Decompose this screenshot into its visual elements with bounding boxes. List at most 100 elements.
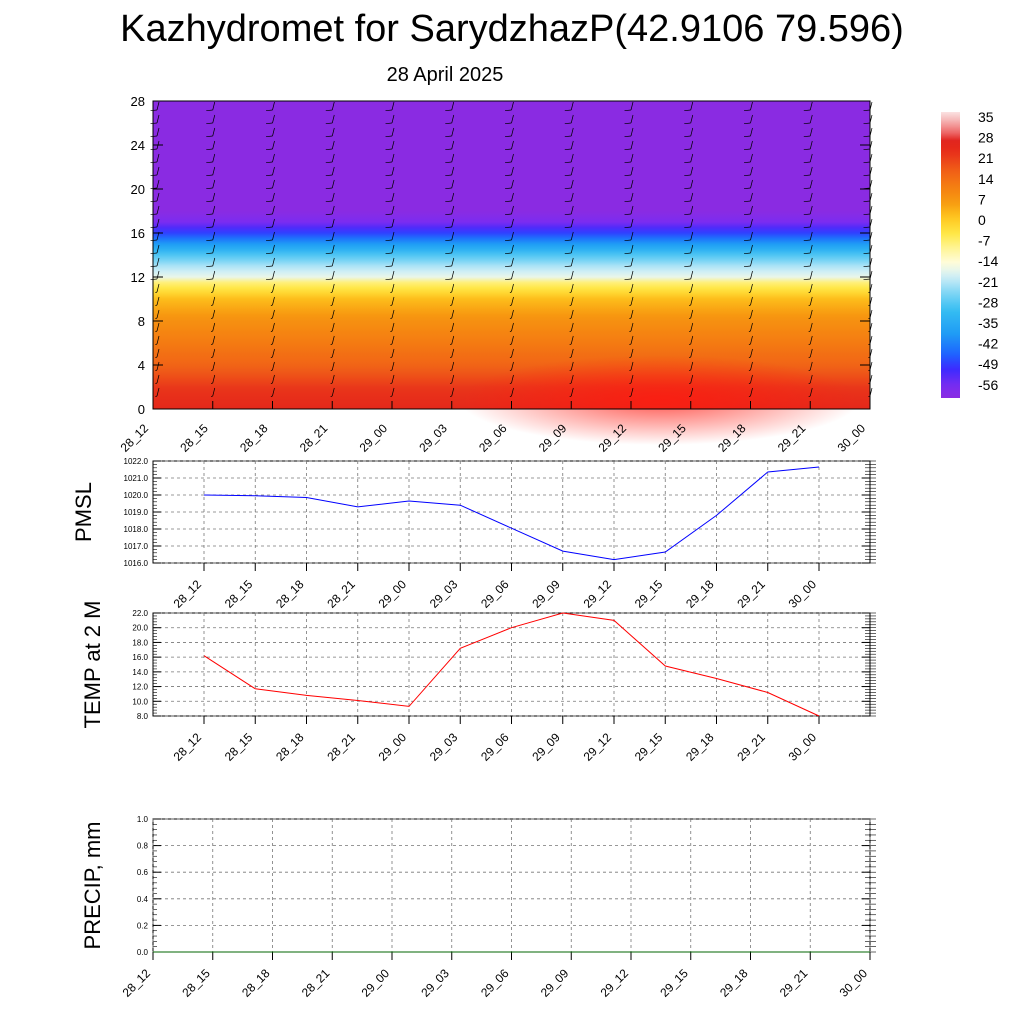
wind-barb [509,395,512,398]
wind-barb-shaft [690,270,694,280]
wind-barb-shaft [272,296,275,306]
wind-barb [564,174,572,177]
wind-barb-shaft [511,309,514,319]
x-tick-label: 30_00 [786,577,820,611]
wind-barb [206,135,213,138]
wind-barb [629,304,632,307]
wind-barb-shaft [809,322,813,332]
wind-barb [390,382,393,385]
wind-barb-shaft [331,270,335,280]
wind-barb [385,278,393,281]
wind-barb-shaft [391,244,395,254]
wind-barb [743,252,751,255]
wind-barb [450,317,452,320]
wind-barb [390,395,393,398]
wind-barb-shaft [630,270,634,280]
wind-barb [155,356,158,359]
wind-barb-shaft [156,270,160,280]
x-tick-label: 29_06 [478,577,512,611]
wind-barb-shaft [630,231,634,241]
wind-barb [150,265,158,268]
wind-barb-shaft [511,153,514,163]
wind-barb-shaft [690,205,694,215]
wind-barb [445,213,452,216]
wind-barb-shaft [809,205,813,215]
wind-barb [450,382,452,385]
y-tick-label: 22.0 [132,609,148,618]
wind-barb-shaft [391,270,395,280]
y-tick-label: 1022.0 [124,457,149,466]
wind-barb [624,252,632,255]
wind-barb [270,343,273,346]
wind-barb [330,382,333,385]
wind-barb [564,187,572,190]
wind-barb [150,122,158,125]
wind-barb [689,291,691,294]
wind-barb-shaft [809,257,813,267]
wind-barb-shaft [272,231,275,241]
colorbar-label: -56 [978,377,998,393]
wind-barb-shaft [511,374,514,384]
wind-barb [569,395,572,398]
wind-barb-shaft [272,153,275,163]
wind-barb-shaft [451,387,455,397]
wind-barb-shaft [570,335,574,345]
wind-barb-shaft [156,153,160,163]
wind-barb-shaft [630,179,634,189]
wind-barb [325,252,333,255]
y-tick-label: 0.2 [137,921,149,930]
wind-barb-shaft [331,205,335,215]
wind-barb [150,226,158,229]
wind-barb [564,135,572,138]
x-tick-label: 29_00 [376,577,410,611]
wind-barb [390,330,393,333]
wind-barb [445,252,452,255]
wind-barb-shaft [630,140,634,150]
wind-barb [325,213,333,216]
wind-barb [564,148,572,151]
wind-barb [150,109,158,112]
wind-barb-shaft [630,374,634,384]
wind-barb [684,213,691,216]
x-tick-label: 28_21 [297,421,331,455]
wind-barb [155,291,158,294]
wind-barb [564,109,572,112]
wind-barb [325,109,333,112]
wind-barb [385,109,393,112]
wind-barb [150,187,158,190]
wind-barb-shaft [570,244,574,254]
wind-barb-shaft [272,218,275,228]
wind-barb [504,226,512,229]
wind-barb-shaft [156,101,160,111]
wind-barb-shaft [511,283,514,293]
x-tick-label: 29_18 [683,730,717,764]
wind-barb-shaft [570,296,574,306]
wind-barb-shaft [809,153,813,163]
wind-barb [445,161,452,164]
x-tick-label: 29_06 [478,730,512,764]
wind-barb-shaft [331,114,335,124]
wind-barb [450,395,452,398]
wind-barb [803,265,811,268]
wind-barb [504,278,512,281]
wind-barb-shaft [750,348,753,358]
wind-barb-shaft [511,218,514,228]
wind-barb-shaft [570,153,574,163]
wind-barb [569,369,572,372]
wind-barb-shaft [156,166,160,176]
wind-barb-shaft [750,166,753,176]
wind-barb-shaft [809,374,813,384]
x-tick-label: 29_06 [478,966,512,1000]
wind-barb [325,239,333,242]
wind-barb [629,356,632,359]
y-tick-label: 28 [131,94,145,109]
x-tick-label: 28_12 [171,730,205,764]
wind-barb-shaft [331,322,335,332]
wind-barb [803,122,811,125]
wind-barb [385,226,393,229]
wind-barb-shaft [511,231,514,241]
wind-barb [206,200,213,203]
wind-barb [325,148,333,151]
wind-barb [385,161,393,164]
wind-barb-shaft [451,140,455,150]
